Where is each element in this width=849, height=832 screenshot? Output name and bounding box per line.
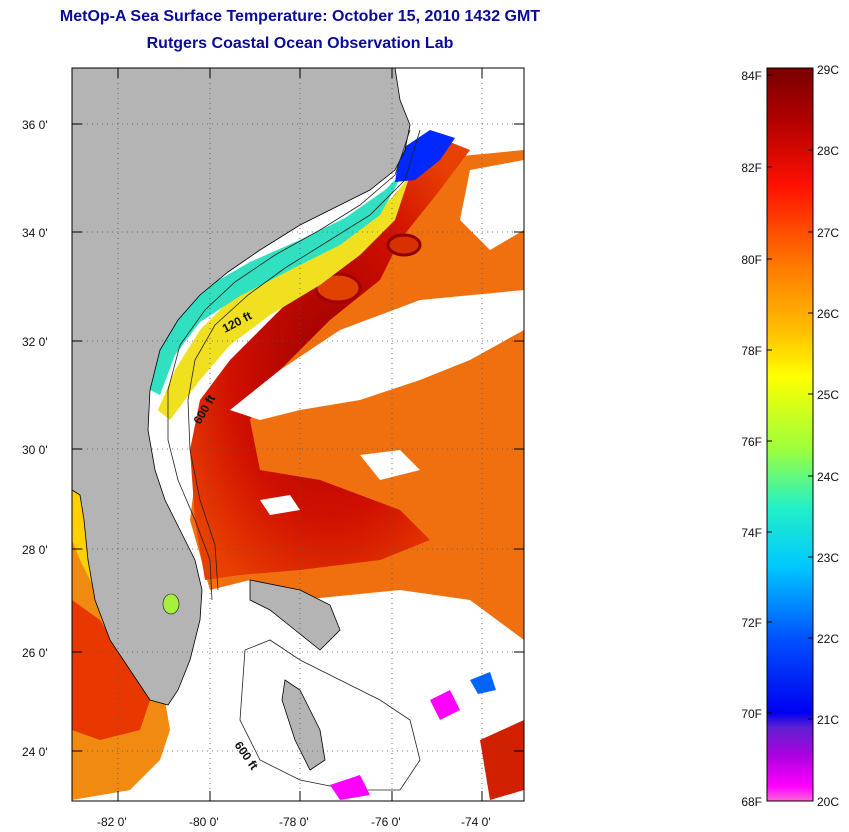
contour-120ft (167, 129, 411, 601)
lat-label: 24 0' (22, 745, 48, 759)
lon-label: -80 0' (189, 815, 219, 829)
eddy-2 (386, 233, 422, 257)
colorbar-c-label: 29C (817, 63, 839, 77)
colorbar-f-label: 68F (741, 795, 762, 809)
lon-label: -76 0' (371, 815, 401, 829)
colorbar-fahrenheit-labels: 84F 82F 80F 78F 76F 74F 72F 70F 68F (741, 69, 762, 809)
grid (72, 68, 524, 801)
colorbar-c-label: 28C (817, 144, 839, 158)
gulf-stream (190, 138, 470, 580)
sst-speckles (330, 775, 370, 800)
latitude-labels: 36 0' 34 0' 32 0' 30 0' 28 0' 26 0' 24 0… (22, 118, 48, 759)
cloud-gap (460, 160, 524, 250)
map-panel (72, 68, 524, 801)
lat-label: 30 0' (22, 443, 48, 457)
axis-ticks (72, 68, 524, 801)
colorbar-c-label: 27C (817, 226, 839, 240)
lake-okeechobee (162, 593, 180, 615)
colorbar-f-label: 70F (741, 707, 762, 721)
lat-label: 26 0' (22, 646, 48, 660)
lon-label: -82 0' (97, 815, 127, 829)
lon-label: -78 0' (279, 815, 309, 829)
land-southeast-us (72, 68, 411, 706)
colorbar-f-label: 72F (741, 616, 762, 630)
lat-label: 28 0' (22, 543, 48, 557)
bahamas-contour (239, 639, 421, 791)
coastal-cyan-band (150, 170, 405, 395)
sst-speckles (480, 720, 524, 800)
colorbar-f-label: 78F (741, 344, 762, 358)
colorbar-ticks (767, 74, 813, 720)
colorbar-f-label: 74F (741, 526, 762, 540)
colorbar-f-label: 80F (741, 253, 762, 267)
lat-label: 36 0' (22, 118, 48, 132)
gulf-warm-core (72, 600, 150, 740)
colorbar-c-label: 25C (817, 388, 839, 402)
bahamas-island (281, 679, 326, 771)
sst-speckles (430, 690, 460, 720)
colorbar: 84F 82F 80F 78F 76F 74F 72F 70F 68F 29C … (741, 63, 839, 809)
lat-label: 32 0' (22, 335, 48, 349)
colorbar-f-label: 84F (741, 69, 762, 83)
cape-hatteras-cold (395, 130, 455, 182)
colorbar-f-label: 76F (741, 435, 762, 449)
colorbar-c-label: 22C (817, 632, 839, 646)
cloud-gap (360, 450, 420, 480)
cloud-gap (230, 290, 524, 420)
colorbar-c-label: 23C (817, 551, 839, 565)
longitude-labels: -82 0' -80 0' -78 0' -76 0' -74 0' (97, 815, 491, 829)
lat-label: 34 0' (22, 226, 48, 240)
map-frame (71, 67, 525, 802)
colorbar-c-label: 24C (817, 470, 839, 484)
sst-speckles (470, 672, 496, 694)
contour-600ft (187, 129, 421, 591)
colorbar-strip (766, 67, 814, 802)
eddy (314, 272, 362, 304)
cloud-gap (260, 495, 300, 515)
map-title: MetOp-A Sea Surface Temperature: October… (59, 8, 541, 25)
lon-label: -74 0' (461, 815, 491, 829)
colorbar-f-label: 82F (741, 161, 762, 175)
colorbar-c-label: 20C (817, 795, 839, 809)
colorbar-c-label: 21C (817, 713, 839, 727)
colorbar-celsius-labels: 29C 28C 27C 26C 25C 24C 23C 22C 21C 20C (817, 63, 839, 809)
colorbar-c-label: 26C (817, 307, 839, 321)
map-subtitle: Rutgers Coastal Ocean Observation Lab (146, 35, 454, 52)
bahamas-island (249, 579, 341, 651)
